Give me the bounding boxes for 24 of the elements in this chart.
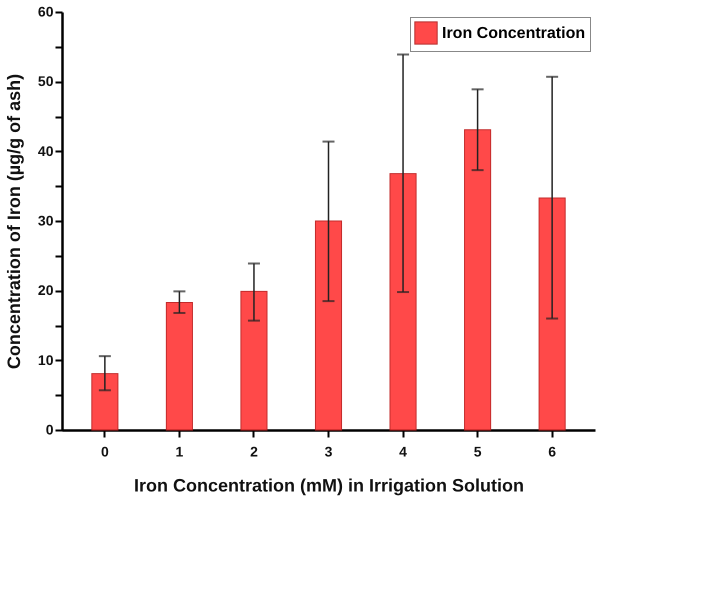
bar	[91, 373, 118, 430]
y-tick-label: 10	[38, 352, 54, 368]
y-tick-label: 0	[46, 422, 54, 438]
y-axis-title: Concentration of Iron (µg/g of ash)	[4, 74, 24, 370]
legend-label: Iron Concentration	[442, 25, 586, 42]
y-tick-label: 60	[38, 4, 54, 20]
x-tick-label: 2	[250, 444, 258, 460]
y-tick-label: 20	[38, 282, 54, 298]
x-tick-label: 3	[324, 444, 333, 460]
x-tick-label: 5	[474, 444, 482, 460]
x-tick-label: 0	[100, 444, 109, 460]
y-tick-label: 40	[38, 142, 54, 159]
y-tick-label: 50	[38, 73, 54, 90]
x-tick-label: 4	[399, 444, 408, 460]
bar	[240, 290, 268, 430]
bar	[538, 198, 566, 430]
x-tick-label: 6	[548, 444, 556, 460]
bar	[390, 173, 417, 430]
y-tick-label: 30	[38, 212, 54, 228]
bar	[166, 302, 193, 430]
x-axis-title: Iron Concentration (mM) in Irrigation Solution	[134, 476, 524, 496]
x-tick-label: 1	[176, 444, 184, 460]
bar	[464, 129, 492, 430]
bar	[314, 220, 342, 430]
